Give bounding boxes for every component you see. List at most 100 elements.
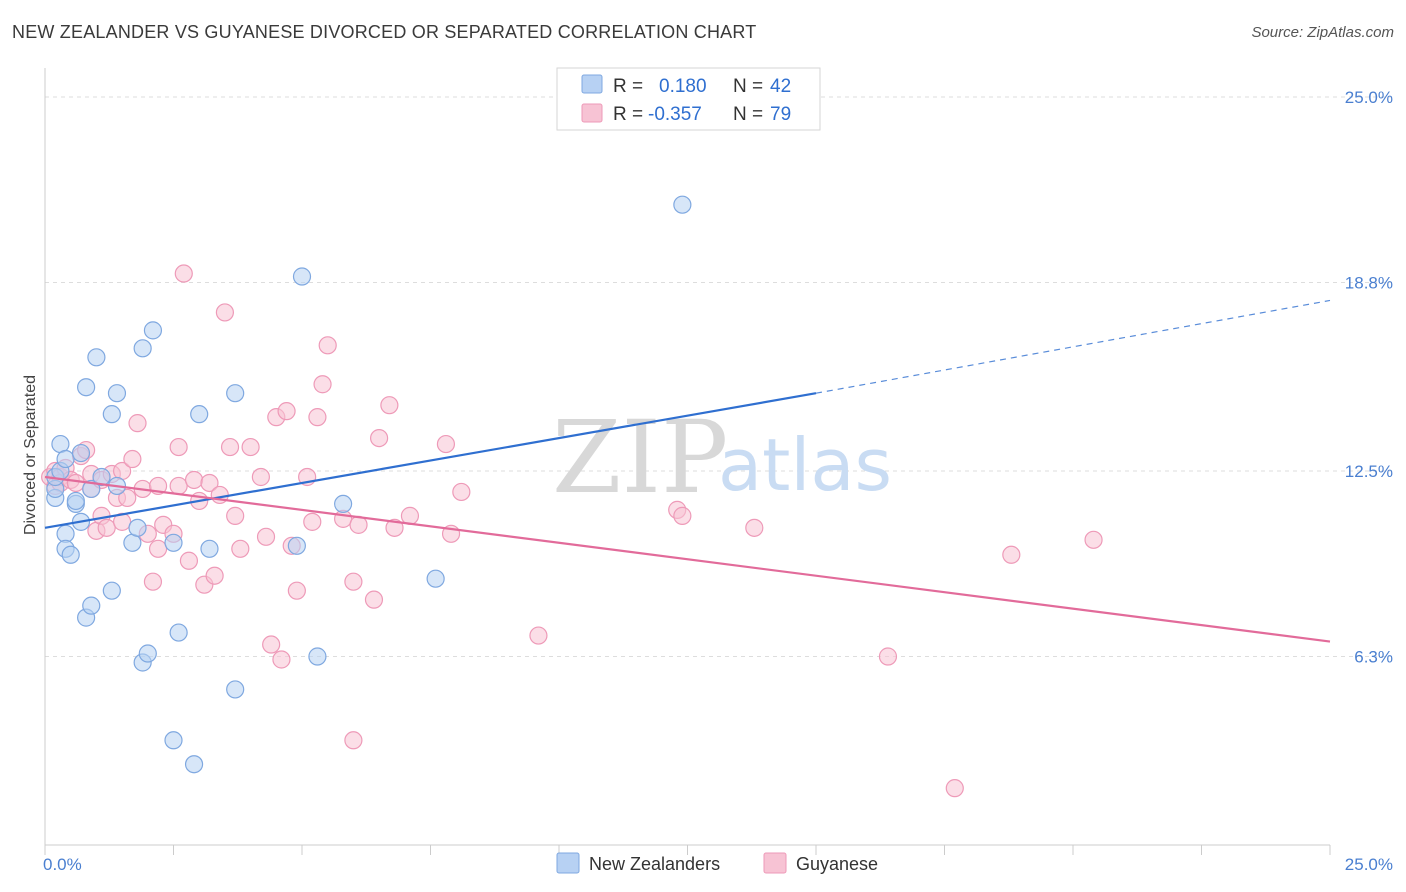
bottom-legend: New Zealanders Guyanese (556, 852, 878, 874)
guyanese-point-59 (344, 572, 363, 591)
new-zealander-point-18 (92, 467, 111, 487)
bottom-legend-label-blue: New Zealanders (589, 854, 720, 874)
guyanese-point-42 (226, 506, 245, 525)
new-zealander-point-21 (107, 384, 127, 403)
guyanese-point-56 (313, 375, 332, 394)
legend-n-label-blue: N = (733, 76, 763, 97)
guyanese-point-44 (241, 437, 260, 457)
legend-r-label-pink: R = (613, 104, 643, 125)
new-zealander-point-11 (71, 443, 91, 463)
y-tick-label-0: 6.3% (1354, 648, 1393, 667)
new-zealander-point-36 (226, 384, 245, 403)
new-zealander-point-39 (308, 647, 327, 666)
guyanese-point-65 (385, 518, 404, 537)
x-tick-label-0: 0.0% (43, 855, 82, 874)
guyanese-trend-line (44, 475, 1331, 643)
guyanese-point-31 (169, 437, 188, 457)
guyanese-point-7 (66, 473, 85, 493)
guyanese-point-43 (231, 539, 250, 558)
new-zealanders-points (46, 195, 692, 774)
guyanese-point-69 (452, 482, 471, 502)
guyanese-point-66 (400, 506, 420, 525)
grid-lines (45, 96, 1392, 658)
new-zealander-point-19 (102, 581, 121, 600)
guyanese-point-50 (277, 402, 296, 421)
y-tick-label-1: 12.5% (1345, 462, 1393, 481)
guyanese-point-37 (200, 473, 219, 493)
guyanese-point-73 (745, 518, 764, 537)
guyanese-point-76 (1002, 545, 1021, 564)
bottom-legend-swatch-pink (763, 852, 787, 874)
new-zealander-point-26 (133, 339, 152, 358)
guyanese-point-33 (179, 551, 199, 570)
new-zealander-point-34 (200, 539, 219, 558)
guyanese-point-75 (945, 779, 964, 798)
legend: R = 0.180 N = 42 R = -0.357 N = 79 (556, 67, 821, 131)
guyanese-point-40 (215, 303, 234, 322)
guyanese-point-15 (97, 518, 116, 537)
guyanese-point-57 (318, 336, 337, 355)
new-zealander-point-10 (66, 491, 85, 511)
guyanese-point-47 (262, 635, 281, 654)
new-zealander-point-29 (164, 533, 183, 552)
guyanese-point-70 (529, 626, 548, 645)
guyanese-points (41, 264, 1103, 798)
guyanese-point-27 (148, 539, 168, 558)
y-axis-label: Divorced or Separated (22, 375, 39, 535)
guyanese-point-49 (272, 650, 291, 669)
axes (44, 68, 1331, 855)
new-zealander-point-33 (190, 405, 209, 424)
new-zealander-point-41 (426, 569, 445, 588)
guyanese-point-63 (370, 428, 389, 448)
guyanese-point-77 (1084, 530, 1103, 549)
guyanese-point-67 (436, 434, 456, 454)
y-tick-label-3: 25.0% (1345, 88, 1393, 107)
guyanese-point-72 (673, 506, 692, 525)
new-zealander-point-16 (82, 479, 101, 499)
legend-r-value-pink: -0.357 (648, 104, 702, 125)
new-zealander-point-15 (82, 596, 101, 615)
watermark-zip: ZIP (552, 399, 728, 516)
guyanese-point-30 (169, 476, 188, 496)
guyanese-point-25 (143, 572, 163, 591)
new-zealanders-trend-line (44, 392, 817, 529)
guyanese-point-21 (123, 449, 142, 469)
new-zealander-point-24 (128, 518, 147, 537)
chart-title: NEW ZEALANDER VS GUYANESE DIVORCED OR SE… (12, 22, 757, 42)
guyanese-point-32 (174, 264, 193, 283)
x-tick-label-1: 25.0% (1345, 855, 1393, 874)
bottom-legend-swatch-blue (556, 852, 580, 874)
guyanese-point-22 (128, 414, 147, 433)
new-zealanders-trend-extension (815, 299, 1331, 394)
new-zealander-point-30 (169, 623, 188, 642)
new-zealander-point-27 (138, 644, 157, 663)
new-zealander-point-31 (164, 731, 183, 750)
new-zealander-point-20 (102, 405, 121, 424)
guyanese-point-74 (878, 647, 898, 666)
new-zealander-point-5 (56, 449, 75, 469)
new-zealander-point-32 (184, 755, 204, 774)
guyanese-point-55 (308, 408, 327, 427)
legend-n-value-pink: 79 (770, 104, 791, 125)
guyanese-point-62 (364, 590, 384, 609)
guyanese-point-45 (251, 467, 270, 487)
watermark: ZIP atlas (552, 399, 892, 516)
new-zealander-point-42 (673, 195, 692, 214)
legend-r-value-blue: 0.180 (659, 76, 707, 97)
legend-swatch-blue (581, 74, 603, 94)
new-zealander-point-40 (334, 494, 353, 514)
guyanese-point-60 (344, 731, 363, 750)
guyanese-point-64 (380, 396, 399, 415)
guyanese-point-52 (287, 581, 306, 600)
legend-swatch-pink (581, 103, 603, 123)
x-tick-labels: 0.0% 25.0% (43, 855, 1393, 874)
watermark-atlas: atlas (718, 423, 892, 507)
legend-n-value-blue: 42 (770, 76, 791, 97)
legend-n-label-pink: N = (733, 104, 763, 125)
source-label: Source: ZipAtlas.com (1251, 24, 1394, 41)
new-zealander-point-28 (143, 321, 163, 340)
new-zealander-point-37 (287, 536, 306, 555)
new-zealander-point-14 (77, 378, 96, 397)
y-tick-label-2: 18.8% (1345, 274, 1393, 293)
